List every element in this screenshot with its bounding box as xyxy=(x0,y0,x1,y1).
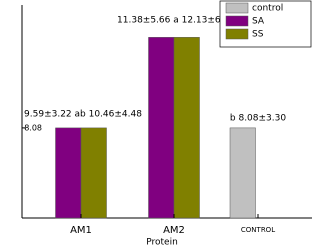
x-tick-label: CONTROL xyxy=(241,226,275,234)
legend-swatch xyxy=(225,2,249,14)
chart: Protein 8.08 AM1 AM2 CONTROL 9.59±3.22 ab 10… xyxy=(21,0,312,248)
x-tick-label: AM1 xyxy=(70,225,92,236)
legend-swatch xyxy=(225,15,249,27)
annotation: 11.38±5.66 a 12.13±6.60 xyxy=(117,16,235,26)
bar xyxy=(229,127,256,219)
legend-label: control xyxy=(252,4,283,14)
annotation: 9.59±3.22 ab 10.46±4.48 xyxy=(24,110,142,120)
legend-label: SS xyxy=(252,30,264,40)
bar xyxy=(148,37,175,219)
legend-swatch xyxy=(225,28,249,40)
bar xyxy=(80,127,107,219)
legend-label: SA xyxy=(252,17,265,27)
x-axis-title: Protein xyxy=(146,238,178,248)
annotation: b 8.08±3.30 xyxy=(230,114,286,124)
bar xyxy=(173,37,200,219)
bar xyxy=(55,127,82,219)
x-tick-label: AM2 xyxy=(163,225,185,236)
y-tick-label: 8.08 xyxy=(24,123,42,132)
